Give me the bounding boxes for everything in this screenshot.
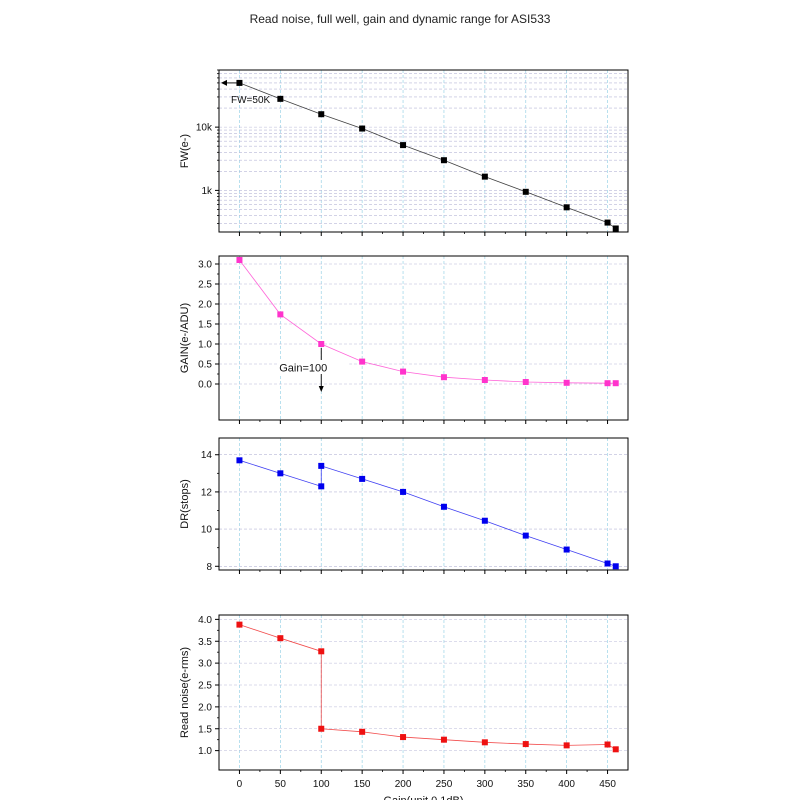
y-tick-label: 3.0 (198, 659, 212, 670)
data-point (604, 560, 611, 567)
data-point (400, 734, 407, 741)
y-tick-label: 1k (201, 186, 213, 197)
y-tick-label: 2.5 (198, 681, 212, 692)
data-point (318, 111, 325, 118)
y-axis-title: DR(stops) (179, 479, 191, 529)
data-point (522, 741, 529, 748)
chart-title: Read noise, full well, gain and dynamic … (249, 12, 551, 26)
data-point (318, 648, 325, 655)
series-line (239, 624, 616, 750)
x-tick-label: 200 (395, 779, 412, 790)
panel-4: 1.0 1.5 2.0 2.5 3.0 3.5 4.0 Read noise(e-rms) 0 5… (179, 614, 629, 805)
y-tick-label: 1.0 (198, 746, 212, 757)
data-point (481, 377, 488, 383)
data-point (359, 358, 366, 365)
data-point (359, 728, 366, 735)
data-point (400, 368, 407, 375)
x-tick-label: 50 (275, 779, 287, 790)
y-tick-label: 2.0 (198, 300, 212, 311)
series-line (239, 82, 616, 229)
y-tick-label: 10k (196, 123, 213, 134)
data-point (604, 741, 611, 748)
data-point (440, 157, 447, 164)
x-axis-title: Gain(unit 0.1dB) (383, 795, 463, 800)
y-axis-title: Read noise(e-rms) (179, 647, 191, 738)
y-axis-title: GAIN(e-/ADU) (179, 303, 191, 373)
x-tick-label: 350 (517, 779, 534, 790)
y-axis-title: FW(e-) (179, 134, 191, 168)
data-point (563, 742, 570, 749)
annotation-bg (277, 360, 350, 374)
data-point (359, 125, 366, 132)
y-tick-label: 1.0 (198, 340, 212, 351)
y-tick-label: 3.5 (198, 637, 212, 648)
annotation-label: Gain=100 (279, 363, 327, 375)
y-tick-label: 1.5 (198, 320, 212, 331)
data-point (563, 204, 570, 211)
x-tick-label: 100 (313, 779, 330, 790)
panel-1: 1k 10k FW(e-) FW=50K (179, 69, 629, 236)
x-tick-label: 150 (354, 779, 371, 790)
data-point (563, 379, 570, 386)
annotation-arrowhead (221, 79, 227, 86)
data-point (522, 532, 529, 539)
data-point (236, 257, 243, 263)
x-tick-label: 400 (558, 779, 575, 790)
annotation-label: FW=50K (231, 95, 271, 106)
annotation-arrowhead (318, 386, 324, 392)
data-point (277, 635, 284, 642)
data-point (277, 470, 284, 477)
data-point (604, 380, 611, 387)
x-tick-label: 450 (599, 779, 616, 790)
x-tick-label: 0 (237, 779, 243, 790)
data-point (440, 503, 447, 510)
y-tick-label: 10 (201, 525, 213, 536)
panel-2: 0.0 0.5 1.0 1.5 2.0 2.5 3.0 GAIN(e-/ADU) Gain=10… (179, 255, 629, 424)
y-tick-label: 2.0 (198, 702, 212, 713)
data-point (612, 563, 619, 570)
data-point (522, 188, 529, 195)
data-point (612, 225, 619, 232)
data-point (612, 380, 619, 387)
data-point (318, 483, 325, 490)
x-tick-label: 250 (436, 779, 453, 790)
y-tick-label: 12 (201, 487, 213, 498)
data-point (400, 142, 407, 149)
data-point (236, 79, 243, 86)
data-point (277, 311, 284, 318)
data-point (236, 621, 243, 628)
data-point (318, 341, 325, 347)
data-point (612, 746, 619, 753)
data-point (318, 725, 325, 732)
y-tick-label: 2.5 (198, 280, 212, 291)
data-point (400, 488, 407, 495)
data-point (277, 95, 284, 102)
data-point (318, 462, 325, 469)
data-point (563, 546, 570, 553)
data-point (481, 739, 488, 746)
y-tick-label: 8 (206, 562, 212, 573)
data-point (236, 457, 243, 464)
data-point (604, 219, 611, 226)
data-point (359, 475, 366, 482)
panel-3: 8 10 12 14 DR(stops) (179, 437, 629, 574)
x-tick-label: 300 (477, 779, 494, 790)
y-tick-label: 3.0 (198, 260, 212, 271)
y-tick-label: 0.5 (198, 360, 212, 371)
y-tick-label: 14 (201, 450, 213, 461)
data-point (440, 736, 447, 743)
data-point (522, 379, 529, 385)
data-point (481, 517, 488, 524)
data-point (440, 374, 447, 381)
y-tick-label: 0.0 (198, 380, 212, 391)
series-line (239, 459, 616, 567)
y-tick-label: 4.0 (198, 615, 212, 626)
y-tick-label: 1.5 (198, 724, 212, 735)
data-point (481, 173, 488, 180)
